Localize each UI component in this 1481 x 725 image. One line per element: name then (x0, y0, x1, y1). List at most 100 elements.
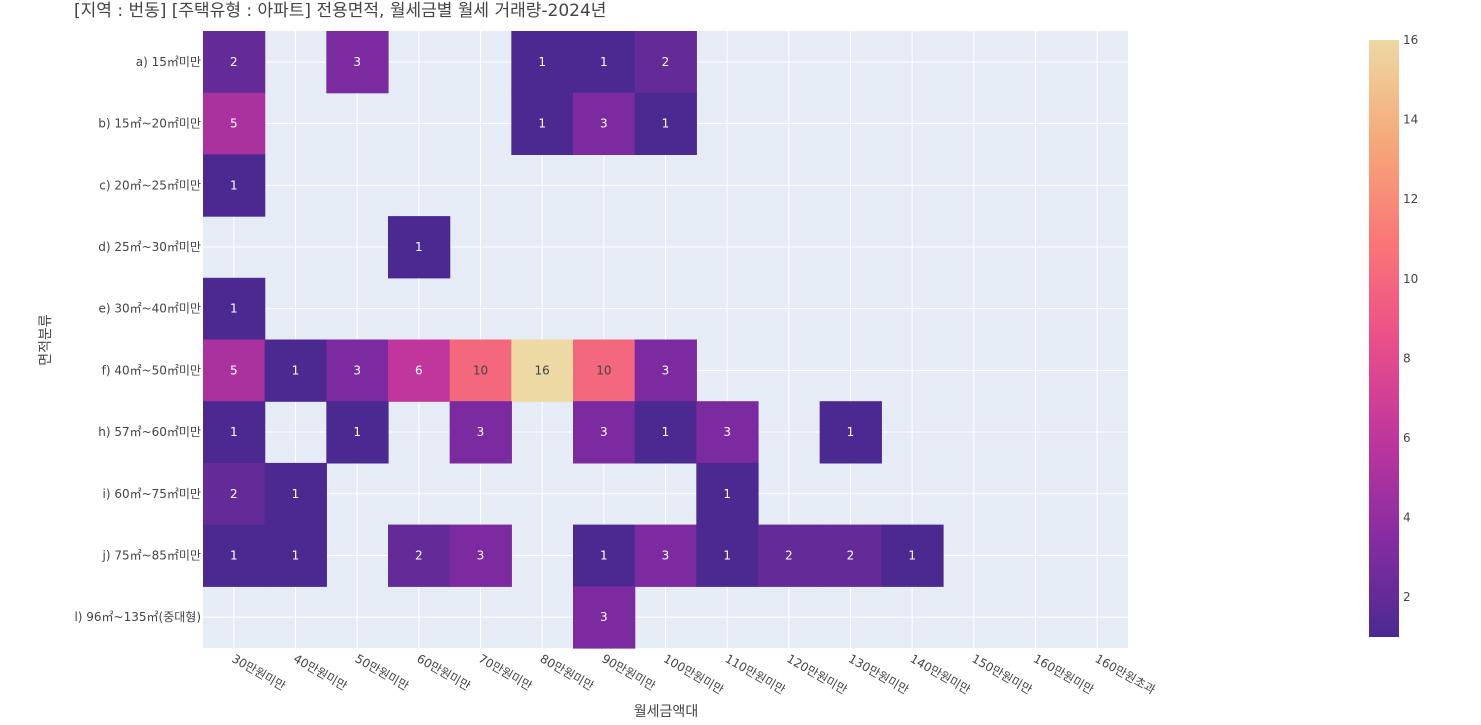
colorbar-tick-label: 10 (1403, 272, 1418, 286)
y-tick-label: b) 15㎡~20㎡미만 (98, 117, 201, 131)
heatmap-cell (203, 401, 266, 464)
cell-value-label: 16 (535, 363, 550, 377)
heatmap-cell (449, 401, 512, 464)
heatmap-cell (326, 339, 389, 402)
cell-value-label: 2 (415, 548, 423, 562)
y-tick-label: d) 25㎡~30㎡미만 (98, 240, 201, 254)
cell-value-label: 1 (230, 302, 238, 316)
cell-value-label: 3 (662, 548, 670, 562)
heatmap-cell (511, 339, 574, 402)
cell-value-label: 3 (600, 425, 608, 439)
heatmap-cell (203, 339, 266, 402)
y-tick-label: e) 30㎡~40㎡미만 (98, 302, 201, 316)
x-tick-label: 160만원미만 (1031, 651, 1096, 697)
heatmap-cell (326, 31, 389, 94)
cell-value-label: 3 (353, 55, 361, 69)
heatmap-cell (573, 401, 636, 464)
heatmap-cell (326, 401, 389, 464)
x-axis-title: 월세금액대 (634, 704, 698, 720)
heatmap-cells (203, 31, 944, 649)
cell-value-label: 3 (662, 363, 670, 377)
x-tick-label: 50만원미만 (353, 651, 411, 693)
colorbar-tick-label: 16 (1403, 33, 1418, 47)
y-axis: a) 15㎡미만 b) 15㎡~20㎡미만 c) 20㎡~25㎡미만 d) 25㎡~3… (74, 55, 201, 624)
cell-value-label: 1 (415, 240, 423, 254)
cell-value-label: 1 (538, 117, 546, 131)
heatmap-cell (511, 92, 574, 155)
colorbar-tick-label: 8 (1403, 351, 1411, 365)
heatmap-cell (573, 31, 636, 94)
cell-value-label: 5 (230, 363, 238, 377)
heatmap-cell (203, 462, 266, 526)
heatmap-cell (573, 92, 636, 155)
cell-value-label: 2 (230, 55, 238, 69)
x-axis: 30만원미만 40만원미만 50만원미만 60만원미만 70만원미만 80만원미만 90만원… (229, 651, 1157, 697)
heatmap-cell (696, 401, 759, 464)
heatmap-cell (203, 31, 266, 94)
heatmap-cell (696, 462, 759, 526)
colorbar (1369, 40, 1399, 637)
y-tick-label: a) 15㎡미만 (136, 55, 201, 69)
cell-value-label: 1 (538, 55, 546, 69)
cell-value-label: 3 (353, 363, 361, 377)
heatmap-cell (758, 524, 821, 587)
colorbar-tick-label: 6 (1403, 431, 1411, 445)
heatmap-cell (264, 462, 327, 526)
x-tick-label: 160만원초과 (1093, 651, 1158, 697)
heatmap-cell (573, 586, 636, 649)
heatmap-cell (449, 524, 512, 587)
x-tick-label: 150만원미만 (969, 651, 1034, 697)
x-tick-label: 40만원미만 (291, 651, 349, 693)
x-tick-label: 30만원미만 (229, 651, 287, 693)
cell-value-label: 1 (662, 425, 670, 439)
cell-value-label: 3 (723, 425, 731, 439)
cell-value-label: 3 (600, 117, 608, 131)
heatmap-cell (573, 524, 636, 587)
heatmap-cell (634, 92, 697, 155)
cell-value-label: 10 (596, 363, 611, 377)
x-tick-label: 140만원미만 (908, 651, 973, 697)
heatmap-cell (203, 524, 266, 587)
cell-labels: 2 3 1 1 2 5 1 3 1 1 1 1 5 1 3 6 10 16 10 3 1 1 3 3 1 3 1 2 1 1 1 1 2 3 1 3 1… (230, 55, 916, 624)
cell-value-label: 1 (230, 425, 238, 439)
cell-value-label: 2 (785, 548, 793, 562)
cell-value-label: 1 (847, 425, 855, 439)
cell-value-label: 1 (723, 487, 731, 501)
cell-value-label: 1 (908, 548, 916, 562)
heatmap-cell (819, 401, 882, 464)
y-tick-label: c) 20㎡~25㎡미만 (99, 178, 201, 192)
heatmap-cell (634, 401, 697, 464)
x-tick-label: 110만원미만 (723, 651, 788, 697)
cell-value-label: 3 (600, 610, 608, 624)
heatmap-cell (264, 339, 327, 402)
x-tick-label: 100만원미만 (661, 651, 726, 697)
cell-value-label: 2 (847, 548, 855, 562)
colorbar-tick-label: 12 (1403, 192, 1418, 206)
cell-value-label: 3 (477, 425, 485, 439)
heatmap-cell (634, 31, 697, 94)
cell-value-label: 1 (600, 55, 608, 69)
colorbar-tick-label: 4 (1403, 511, 1411, 525)
cell-value-label: 1 (292, 487, 300, 501)
cell-value-label: 5 (230, 117, 238, 131)
x-tick-label: 70만원미만 (476, 651, 534, 693)
heatmap-cell (573, 339, 636, 402)
cell-value-label: 2 (662, 55, 670, 69)
chart-title: [지역 : 번동] [주택유형 : 아파트] 전용면적, 월세금별 월세 거래량… (74, 1, 606, 21)
heatmap-cell (634, 339, 697, 402)
cell-value-label: 1 (292, 363, 300, 377)
y-tick-label: l) 96㎡~135㎡(중대형) (74, 610, 201, 624)
cell-value-label: 1 (600, 548, 608, 562)
x-tick-label: 90만원미만 (599, 651, 657, 693)
x-tick-label: 80만원미만 (538, 651, 596, 693)
y-tick-label: f) 40㎡~50㎡미만 (102, 363, 201, 377)
colorbar-tick-label: 2 (1403, 590, 1411, 604)
cell-value-label: 1 (230, 178, 238, 192)
x-tick-label: 60만원미만 (414, 651, 472, 693)
x-tick-label: 120만원미만 (784, 651, 849, 697)
cell-value-label: 2 (230, 487, 238, 501)
cell-value-label: 1 (723, 548, 731, 562)
y-tick-label: h) 57㎡~60㎡미만 (98, 425, 201, 439)
